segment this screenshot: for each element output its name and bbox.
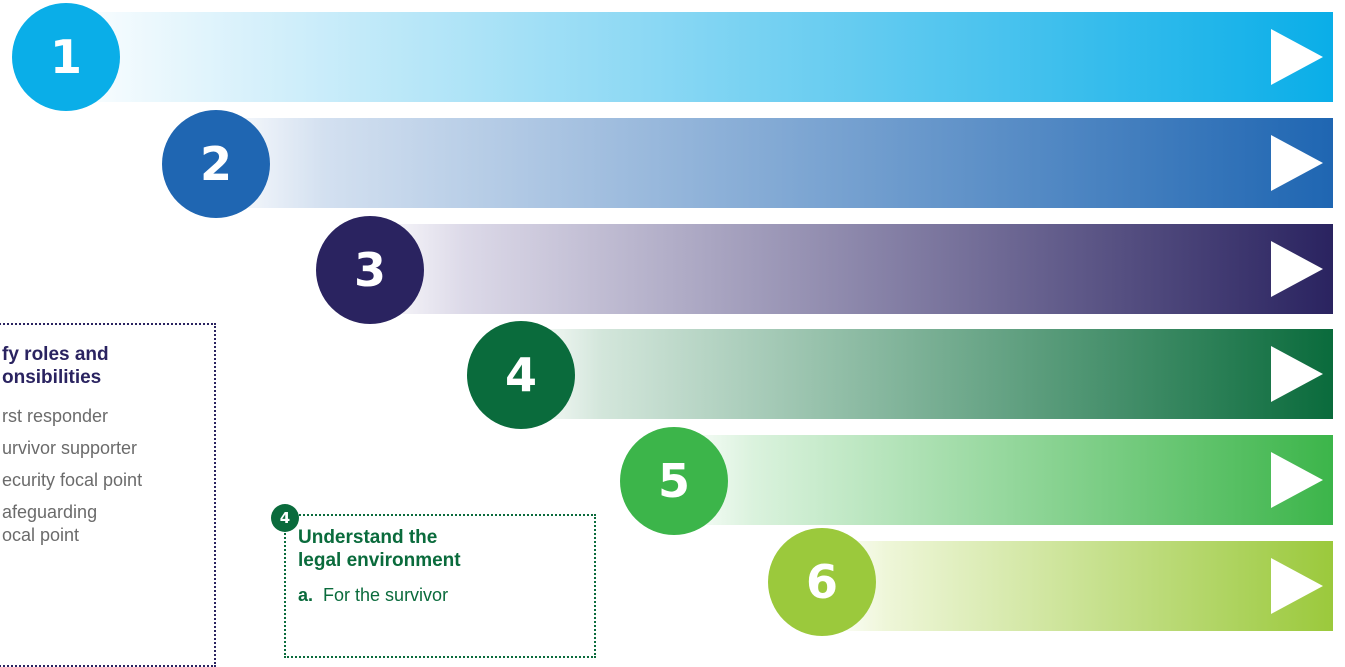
card-title-line-2: legal environment [298,550,461,571]
list-item: rst responder [2,406,109,426]
step-2-band [212,118,1333,208]
roles-card: fy roles and onsibilities rst responder … [0,323,216,667]
step-3-number: 3 [316,216,424,324]
list-item: urvivor supporter [2,438,138,458]
step-1-band [55,12,1333,102]
card-title-line-2: onsibilities [2,367,102,388]
list-item: a. For the survivor [298,584,461,607]
step-4-band [520,329,1333,419]
step-5-band [675,435,1333,525]
list-item: ecurity focal point [2,470,143,490]
step-4-badge: 4 [271,504,299,532]
step-1-number: 1 [12,3,120,111]
card-title: fy roles and onsibilities [2,343,142,389]
arrow-right-icon [1271,558,1323,614]
arrow-right-icon [1271,241,1323,297]
step-6-number: 6 [768,528,876,636]
list-item: ocal point [2,525,80,545]
step-4-number: 4 [467,321,575,429]
step-3-band [368,224,1333,314]
card-title: Understand the legal environment [298,526,461,572]
legal-environment-card: Understand the legal environment a. For … [284,514,596,658]
list-item-text: For the survivor [323,585,449,605]
arrow-right-icon [1271,29,1323,85]
arrow-right-icon [1271,346,1323,402]
arrow-right-icon [1271,135,1323,191]
list-marker: a. [298,585,314,605]
card-title-line-1: Understand the [298,527,438,548]
step-2-number: 2 [162,110,270,218]
step-5-number: 5 [620,427,728,535]
card-title-line-1: fy roles and [2,344,109,365]
step-6-band [826,541,1333,631]
list-item: afeguarding [2,502,98,522]
arrow-right-icon [1271,452,1323,508]
